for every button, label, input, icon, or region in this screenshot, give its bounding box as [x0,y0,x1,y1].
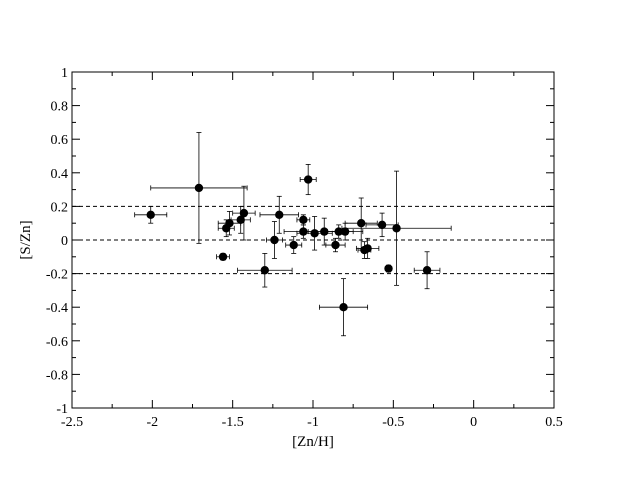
data-marker [422,266,432,275]
x-tick-label: -2 [146,415,158,430]
data-point [285,236,303,254]
y-tick-label: -0.6 [46,335,68,350]
data-point [232,185,256,241]
data-marker [339,303,348,312]
data-point [217,219,235,238]
data-points [134,132,452,337]
y-tick-label: -0.8 [46,368,68,383]
data-marker [218,252,228,261]
data-marker [363,244,372,253]
data-marker [357,219,366,228]
data-marker [236,215,245,225]
data-point [266,221,283,259]
data-marker [270,235,279,245]
data-marker [194,183,204,193]
y-tick-label: 1 [61,66,68,81]
data-point [341,170,452,286]
data-marker [299,227,308,236]
data-marker [384,264,393,273]
y-tick-label: 0.4 [51,167,69,182]
y-tick-label: 0.8 [51,100,69,115]
data-point [259,195,299,234]
data-point [150,132,248,244]
x-tick-label: 0 [470,415,477,430]
data-marker [225,219,234,228]
y-tick-label: -1 [56,402,68,417]
data-point [216,252,230,261]
data-point [355,237,380,259]
y-tick-label: -0.2 [46,268,68,283]
data-marker [377,220,387,230]
data-marker [340,227,350,236]
data-marker [146,210,155,219]
data-point [217,211,242,236]
data-point [413,251,441,290]
axis-ticks [71,71,555,409]
tick-labels: -2.5 -2 -1.5 -1 -0.5 0 0.5 -1 -0.8 -0.6 -0.4 -0.2 0 0… [46,66,563,430]
data-marker [331,240,340,250]
data-marker [299,215,308,225]
y-tick-label: 0 [61,234,68,249]
data-marker [310,229,319,238]
data-point [134,205,168,224]
data-marker [239,208,249,218]
y-tick-label: 0.2 [51,200,69,215]
data-marker [275,210,284,219]
data-point [230,205,251,234]
x-tick-label: -0.5 [382,415,404,430]
data-point [365,212,399,238]
data-marker [303,175,313,184]
data-marker [289,240,298,250]
data-point [299,163,317,196]
x-axis-label: [Zn/H] [292,434,334,450]
data-point [344,197,378,249]
y-tick-label: 0.6 [51,133,69,148]
data-marker [260,266,269,275]
data-point [327,222,364,241]
data-point [296,214,311,226]
data-marker [392,224,401,233]
data-point [384,264,393,273]
x-tick-label: -1 [307,415,319,430]
x-tick-label: 0.5 [545,415,563,430]
data-point [237,253,293,288]
x-tick-label: -1.5 [222,415,244,430]
data-point [325,237,346,253]
x-tick-label: -2.5 [61,415,83,430]
data-point [283,224,324,239]
y-tick-label: -0.4 [46,301,68,316]
y-axis-label: [S/Zn] [18,220,34,259]
data-point [319,278,369,337]
